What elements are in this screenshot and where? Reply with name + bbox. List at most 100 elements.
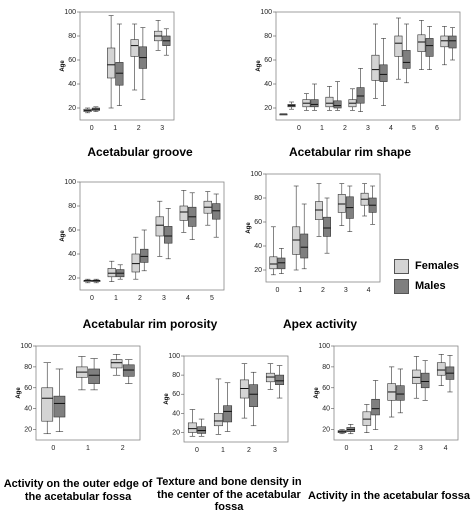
box-females-4 — [371, 23, 380, 99]
chart-acetabular-rim-porosity: Age 20 40 60 80 100 0 1 2 3 4 5 — [58, 176, 228, 312]
box-iqr — [212, 203, 221, 220]
y-axis-label: Age — [60, 230, 66, 242]
box-males-2 — [323, 197, 331, 254]
box-iqr — [115, 62, 124, 86]
x-tick-label: 0 — [297, 125, 301, 132]
x-tick-label: 2 — [121, 445, 125, 452]
box-females-3 — [337, 183, 346, 226]
box-males-3 — [275, 365, 285, 399]
y-tick-label: 80 — [322, 364, 330, 371]
plot-frame — [79, 181, 225, 291]
y-tick-label: 60 — [322, 385, 330, 392]
box-iqr — [269, 256, 278, 270]
box-females-0 — [187, 409, 197, 437]
box-iqr — [249, 384, 259, 407]
box-iqr — [420, 372, 430, 389]
box-males-4 — [379, 38, 388, 106]
box-iqr — [275, 374, 285, 385]
y-axis-label: Age — [246, 222, 252, 234]
y-tick-label: 20 — [254, 267, 262, 274]
x-tick-label: 4 — [367, 287, 371, 294]
chart-acetabular-groove: Age 20 40 60 80 100 0 1 2 3 — [58, 6, 178, 142]
x-tick-label: 3 — [273, 447, 277, 454]
box-iqr — [277, 257, 286, 270]
box-males-3 — [345, 185, 354, 232]
y-tick-label: 20 — [322, 427, 330, 434]
y-tick-label: 80 — [264, 33, 272, 40]
plot-frame — [275, 11, 461, 121]
y-tick-label: 20 — [264, 105, 272, 112]
box-iqr — [164, 226, 173, 244]
legend-label-males: Males — [415, 280, 446, 292]
legend-label-females: Females — [415, 260, 460, 272]
box-females-1 — [107, 260, 116, 282]
y-tick-label: 20 — [24, 427, 32, 434]
chart-outer-edge-fossa: Age 20 40 60 80 100 0 1 2 — [14, 340, 144, 460]
box-females-5 — [394, 17, 403, 80]
x-tick-label: 2 — [247, 447, 251, 454]
box-iqr — [325, 96, 334, 108]
box-iqr — [187, 422, 197, 433]
chart-svg-apex-activity: Age 20 40 60 80 100 0 1 2 3 4 — [246, 171, 381, 294]
y-tick-label: 40 — [322, 406, 330, 413]
box-iqr — [362, 411, 372, 426]
legend: Females Males — [394, 256, 472, 296]
chart-acetabular-fossa-activity: Age 20 40 60 80 100 0 1 2 3 4 — [312, 340, 462, 460]
box-females-2 — [325, 86, 334, 111]
box-females-1 — [362, 404, 372, 433]
y-tick-label: 20 — [68, 275, 76, 282]
y-axis-label: Age — [60, 60, 66, 72]
x-tick-label: 3 — [419, 445, 423, 452]
legend-item-males: Males — [394, 276, 472, 296]
x-tick-label: 4 — [389, 125, 393, 132]
x-tick-label: 5 — [412, 125, 416, 132]
box-females-2 — [110, 354, 123, 376]
chart-apex-activity: Age 20 40 60 80 100 0 1 2 3 4 — [244, 168, 384, 304]
box-iqr — [155, 216, 164, 237]
legend-swatch-males — [394, 278, 409, 294]
caption-acetabular-groove: Acetabular groove — [87, 145, 193, 159]
y-tick-label: 80 — [172, 372, 180, 379]
chart-svg-acetabular-groove: Age 20 40 60 80 100 0 1 2 3 — [60, 9, 175, 132]
x-tick-label: 2 — [138, 295, 142, 302]
box-females-5 — [203, 191, 212, 226]
box-iqr — [122, 364, 135, 377]
box-iqr — [223, 405, 233, 423]
x-tick-label: 3 — [162, 295, 166, 302]
x-tick-label: 1 — [298, 287, 302, 294]
chart-acetabular-rim-shape: Age 20 40 60 80 100 0 1 2 3 4 5 6 — [254, 6, 464, 142]
box-iqr — [379, 64, 388, 82]
chart-svg-acetabular-rim-porosity: Age 20 40 60 80 100 0 1 2 3 4 5 — [60, 179, 225, 302]
box-males-4 — [368, 185, 377, 225]
box-females-6 — [417, 20, 426, 70]
box-females-3 — [348, 88, 357, 111]
box-females-4 — [436, 354, 446, 386]
plot-frame — [333, 345, 459, 441]
box-iqr — [315, 201, 323, 220]
chart-texture-bone-density: Age 20 40 60 80 100 0 1 2 3 — [162, 350, 292, 460]
box-iqr — [88, 368, 100, 384]
box-iqr — [107, 47, 116, 79]
box-females-2 — [315, 183, 323, 237]
box-iqr — [333, 100, 342, 109]
x-tick-label: 5 — [210, 295, 214, 302]
y-tick-label: 40 — [254, 243, 262, 250]
y-tick-label: 40 — [68, 81, 76, 88]
x-tick-label: 0 — [344, 445, 348, 452]
box-males-0 — [277, 248, 286, 274]
y-tick-label: 100 — [318, 343, 330, 350]
box-iqr — [396, 385, 405, 401]
box-males-0 — [346, 424, 356, 435]
caption-acetabular-rim-porosity: Acetabular rim porosity — [82, 317, 218, 331]
box-males-1 — [88, 358, 100, 391]
box-females-0 — [279, 113, 288, 116]
box-females-2 — [239, 363, 249, 419]
y-tick-label: 100 — [64, 179, 76, 186]
y-tick-label: 80 — [254, 195, 262, 202]
box-females-2 — [387, 366, 396, 418]
y-axis-label: Age — [256, 60, 262, 72]
x-tick-label: 1 — [114, 295, 118, 302]
caption-outer-edge-fossa: Activity on the outer edge of the acetab… — [3, 478, 153, 503]
box-males-2 — [333, 81, 342, 111]
box-females-0 — [337, 429, 347, 435]
